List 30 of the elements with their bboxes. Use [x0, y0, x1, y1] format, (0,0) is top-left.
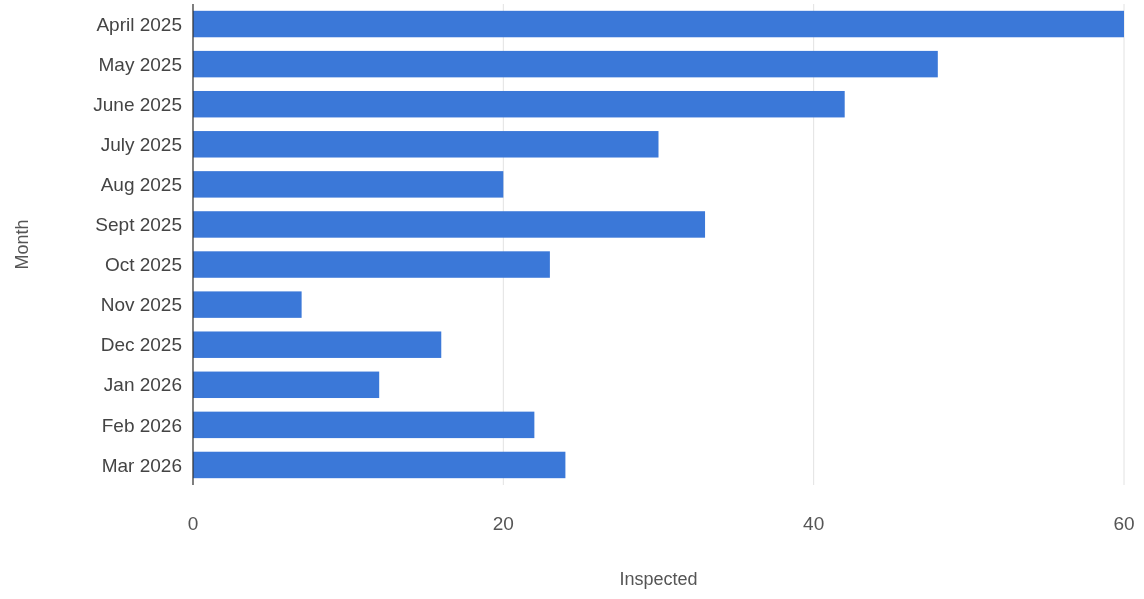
bar	[193, 211, 706, 238]
bar	[193, 10, 1124, 38]
x-tick-label: 60	[1113, 513, 1135, 534]
y-tick-label: May 2025	[98, 53, 182, 75]
y-tick-label: July 2025	[100, 133, 182, 155]
bar	[193, 371, 380, 399]
y-tick-label: Oct 2025	[104, 254, 182, 276]
x-tick-label: 20	[492, 513, 514, 534]
y-tick-label: Aug 2025	[100, 174, 182, 196]
bar	[193, 50, 938, 78]
y-tick-label: Nov 2025	[100, 294, 182, 316]
y-tick-label: June 2025	[93, 93, 182, 115]
bar	[193, 411, 535, 439]
y-tick-label: Sept 2025	[95, 214, 182, 236]
y-tick-label: Dec 2025	[100, 334, 182, 356]
y-axis-title: Month	[12, 219, 32, 270]
y-tick-label: Feb 2026	[101, 414, 182, 436]
x-axis-title: Inspected	[619, 569, 698, 589]
bar	[193, 90, 845, 118]
y-tick-label: April 2025	[96, 13, 182, 35]
y-tick-label: Mar 2026	[101, 454, 182, 476]
bar	[193, 291, 302, 318]
y-tick-label: Jan 2026	[103, 374, 182, 396]
bar	[193, 451, 566, 479]
x-tick-label: 40	[803, 513, 825, 534]
bar	[193, 131, 659, 158]
bar	[193, 331, 442, 358]
bar	[193, 251, 550, 278]
x-tick-label: 0	[187, 513, 199, 534]
bar	[193, 171, 504, 198]
